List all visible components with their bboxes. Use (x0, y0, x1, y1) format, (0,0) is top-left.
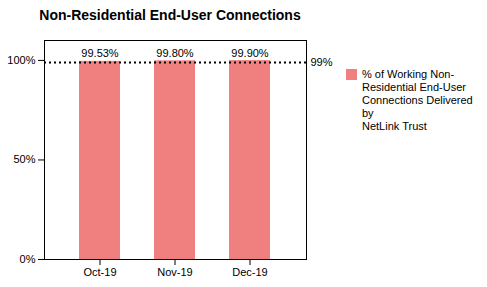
svg-text:Nov-19: Nov-19 (157, 266, 192, 278)
svg-text:99.53%: 99.53% (81, 47, 119, 59)
svg-text:99.80%: 99.80% (156, 47, 194, 59)
svg-text:100%: 100% (7, 54, 35, 66)
html-text:Non-Residential End-User Conne: Non-Residential End-User Connections (39, 7, 301, 23)
html-text:% of Working Non- Residential: % of Working Non- Residential End-User C… (362, 68, 473, 132)
svg-text:99.90%: 99.90% (231, 47, 269, 59)
svg-text:Oct-19: Oct-19 (83, 266, 116, 278)
svg-text:0%: 0% (20, 253, 36, 265)
svg-text:Dec-19: Dec-19 (232, 266, 267, 278)
svg-text:99%: 99% (311, 56, 333, 68)
svg-text:50%: 50% (13, 153, 35, 165)
